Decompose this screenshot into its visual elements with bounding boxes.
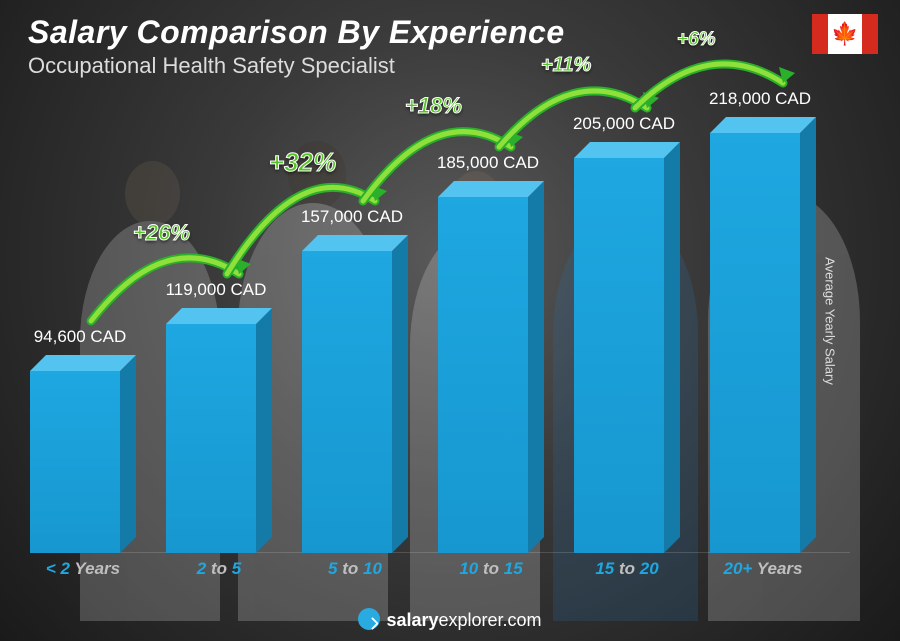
bar: 20+ Years	[710, 133, 816, 553]
bar-x-label: 10 to 15	[426, 559, 556, 579]
brand-rest: explorer.com	[439, 610, 542, 630]
percent-increase-badge: +11%	[541, 54, 591, 77]
bar-value-label: 185,000 CAD	[418, 153, 558, 173]
percent-increase-badge: +6%	[677, 29, 716, 51]
bar-value-label: 157,000 CAD	[282, 207, 422, 227]
brand-bold: salary	[386, 610, 438, 630]
logo-icon	[358, 608, 380, 630]
percent-increase-badge: +18%	[405, 93, 462, 119]
bar: 2 to 5	[166, 324, 272, 553]
bar-x-label: 20+ Years	[698, 559, 828, 579]
bar: 15 to 20	[574, 158, 680, 553]
percent-increase-badge: +32%	[269, 147, 336, 178]
bar-x-label: 5 to 10	[290, 559, 420, 579]
bar-value-label: 205,000 CAD	[554, 114, 694, 134]
bar-x-label: 2 to 5	[154, 559, 284, 579]
bar-value-label: 218,000 CAD	[690, 89, 830, 109]
bar-value-label: 94,600 CAD	[10, 327, 150, 347]
bar: 10 to 15	[438, 197, 544, 553]
maple-leaf-icon: 🍁	[831, 23, 858, 45]
infographic-stage: Salary Comparison By Experience Occupati…	[0, 0, 900, 641]
bar: 5 to 10	[302, 251, 408, 553]
bar-x-label: < 2 Years	[18, 559, 148, 579]
bar-value-label: 119,000 CAD	[146, 280, 286, 300]
bar: < 2 Years	[30, 371, 136, 553]
salary-bar-chart: 94,600 CAD< 2 Years119,000 CAD2 to 5157,…	[30, 120, 850, 581]
page-subtitle: Occupational Health Safety Specialist	[28, 53, 565, 79]
percent-increase-badge: +26%	[133, 220, 190, 246]
canada-flag-icon: 🍁	[812, 14, 878, 54]
bar-x-label: 15 to 20	[562, 559, 692, 579]
footer-attribution: salaryexplorer.com	[0, 608, 900, 631]
page-title: Salary Comparison By Experience	[28, 14, 565, 51]
title-block: Salary Comparison By Experience Occupati…	[28, 14, 565, 79]
